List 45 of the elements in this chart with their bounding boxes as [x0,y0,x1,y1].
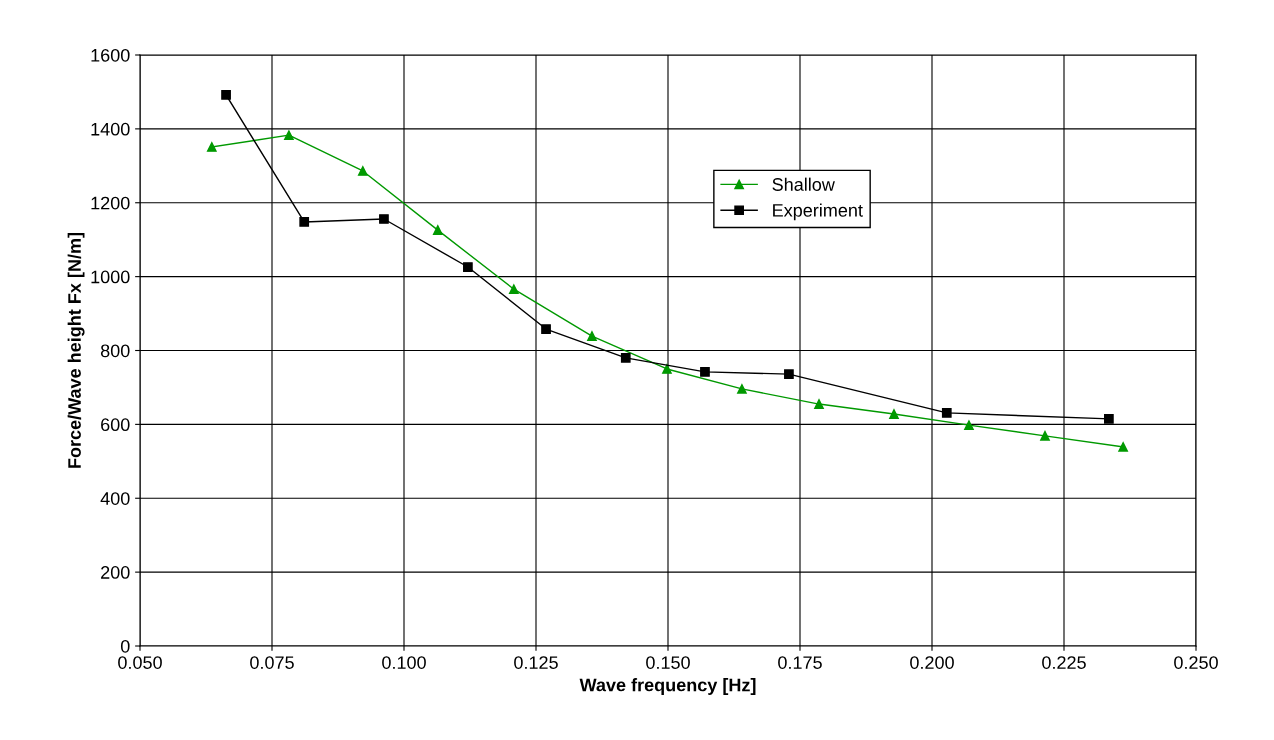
x-tick-label: 0.175 [778,656,822,669]
point [206,142,217,152]
point [541,324,551,334]
x-tick-label: 0.050 [118,656,162,669]
x-tick-label: 0.250 [1174,656,1218,669]
y-tick-label: 800 [100,344,130,358]
y-tick-label: 400 [100,492,130,505]
y-tick-label: 1000 [91,270,130,284]
point [587,331,597,341]
point [964,420,974,430]
y-tick-label: 1200 [91,196,130,210]
y-tick-label: 200 [101,566,130,579]
point [508,284,519,295]
point [784,369,794,380]
point [737,384,747,394]
point [379,214,389,224]
point [620,353,631,363]
y-tick-label: 1600 [91,48,130,62]
x-tick-label: 0.125 [514,656,558,669]
point [1118,442,1128,452]
x-tick-label: 0.075 [250,656,294,669]
point [221,90,231,100]
point [299,217,310,227]
y-tick-label: 1400 [91,122,130,136]
point [432,225,443,235]
point [463,262,473,272]
x-axis-title: Wave frequency [Hz] [579,678,756,695]
y-tick-label: 600 [101,418,130,432]
legend-label: Experiment [773,203,863,221]
point [1104,413,1114,424]
point [941,408,952,418]
legend-label: Shallow [772,177,835,191]
y-axis-title: Force/Wave height Fx [N/m] [67,232,85,468]
x-tick-label: 0.150 [646,656,690,669]
point [889,409,899,419]
point [284,130,294,141]
y-tick-label: 0 [120,639,130,653]
x-tick-label: 0.225 [1042,656,1086,669]
point [814,399,824,409]
point [357,166,368,176]
x-tick-label: 0.100 [382,656,426,669]
x-tick-label: 0.200 [910,656,954,669]
point [662,364,672,374]
point [700,367,710,377]
point [1040,430,1050,441]
